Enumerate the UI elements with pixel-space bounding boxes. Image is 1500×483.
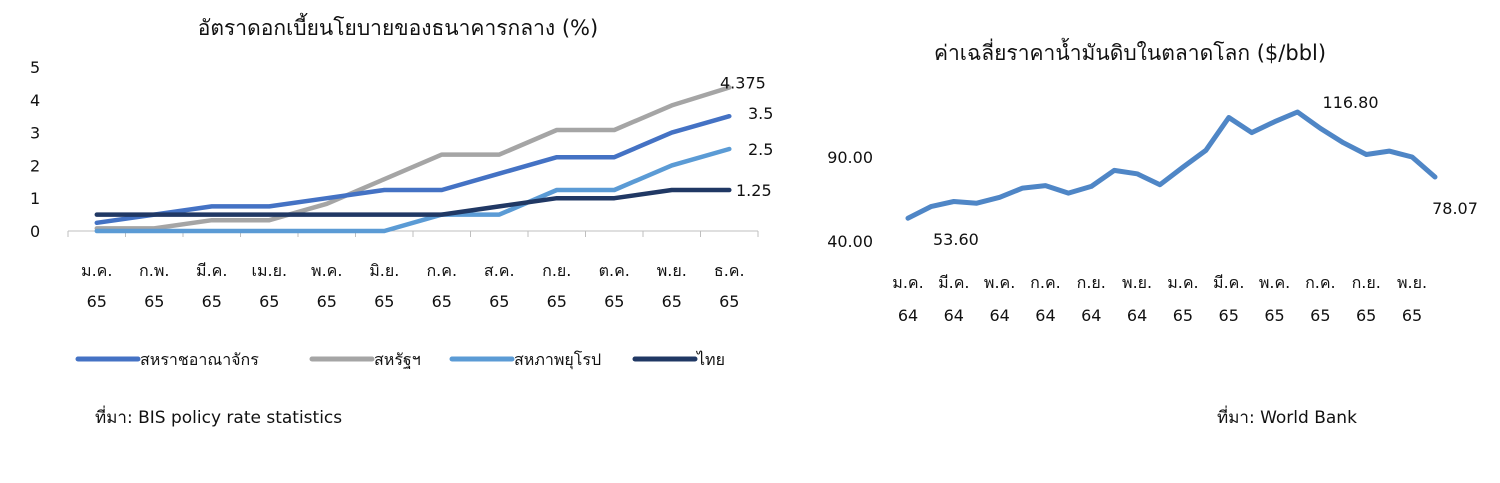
left-x-tick-label: ม.ค. bbox=[81, 261, 112, 280]
right-x-tick-year: 65 bbox=[1310, 306, 1330, 325]
left-legend-label-2: สหภาพยุโรป bbox=[514, 350, 601, 370]
right-x-tick-year: 65 bbox=[1402, 306, 1422, 325]
left-y-tick-label: 3 bbox=[30, 124, 40, 143]
left-end-label-1: 4.375 bbox=[720, 74, 766, 93]
right-data-label: 78.07 bbox=[1432, 199, 1478, 218]
left-x-tick-label: พ.ค. bbox=[311, 261, 342, 280]
oil-price-chart: ค่าเฉลี่ยราคาน้ำมันดิบในตลาดโลก ($/bbl) 4… bbox=[827, 38, 1478, 325]
left-legend-label-0: สหราชอาณาจักร bbox=[140, 350, 259, 369]
left-x-tick-label: เม.ย. bbox=[251, 261, 287, 280]
left-legend-label-1: สหรัฐฯ bbox=[374, 350, 421, 369]
right-source-note: ที่มา: World Bank bbox=[1217, 408, 1357, 428]
left-x-tick-label: มิ.ย. bbox=[369, 261, 399, 280]
left-x-tick-year: 65 bbox=[432, 292, 452, 311]
right-x-tick-year: 64 bbox=[898, 306, 918, 325]
left-x-tick-year: 65 bbox=[547, 292, 567, 311]
left-x-tick-year: 65 bbox=[259, 292, 279, 311]
right-x-tick-label: ก.ค. bbox=[1030, 273, 1061, 292]
left-x-tick-label: ส.ค. bbox=[484, 261, 515, 280]
left-x-tick-year: 65 bbox=[604, 292, 624, 311]
right-x-tick-year: 64 bbox=[1127, 306, 1147, 325]
right-x-tick-label: ก.ค. bbox=[1305, 273, 1336, 292]
left-end-label-0: 3.5 bbox=[748, 104, 773, 123]
right-x-tick-label: พ.ย. bbox=[1122, 273, 1152, 292]
right-x-tick-year: 65 bbox=[1264, 306, 1284, 325]
policy-rate-chart-panel: อัตราดอกเบี้ยนโยบายของธนาคารกลาง (%) 0 1 2 3… bbox=[30, 13, 773, 428]
right-x-tick-label: ก.ย. bbox=[1077, 273, 1106, 292]
left-series-line-2 bbox=[94, 146, 732, 234]
right-x-tick-year: 64 bbox=[1035, 306, 1055, 325]
left-source-note: ที่มา: BIS policy rate statistics bbox=[95, 408, 343, 428]
right-x-tick-label: มี.ค. bbox=[938, 273, 969, 292]
oil-price-chart-panel: ค่าเฉลี่ยราคาน้ำมันดิบในตลาดโลก ($/bbl) 4… bbox=[790, 0, 1500, 483]
right-x-tick-label: พ.ค. bbox=[984, 273, 1015, 292]
left-x-tick-label: ธ.ค. bbox=[714, 261, 745, 280]
left-series-line-1 bbox=[94, 85, 732, 231]
right-x-tick-label: มี.ค. bbox=[1213, 273, 1244, 292]
left-y-tick-label: 0 bbox=[30, 222, 40, 241]
right-x-tick-year: 65 bbox=[1219, 306, 1239, 325]
left-y-tick-label: 4 bbox=[30, 91, 40, 110]
left-end-label-2: 2.5 bbox=[748, 140, 773, 159]
left-legend-label-3: ไทย bbox=[695, 350, 725, 369]
left-y-tick-label: 2 bbox=[30, 156, 40, 175]
left-x-tick-year: 65 bbox=[317, 292, 337, 311]
left-y-tick-label: 1 bbox=[30, 189, 40, 208]
right-y-tick-label: 40.00 bbox=[827, 232, 873, 251]
right-data-label: 53.60 bbox=[933, 230, 979, 249]
right-x-tick-label: ก.ย. bbox=[1352, 273, 1381, 292]
right-x-tick-year: 64 bbox=[989, 306, 1009, 325]
right-x-tick-label: ม.ค. bbox=[892, 273, 923, 292]
right-x-tick-year: 64 bbox=[1081, 306, 1101, 325]
left-x-tick-year: 65 bbox=[662, 292, 682, 311]
right-x-tick-year: 65 bbox=[1356, 306, 1376, 325]
left-x-tick-year: 65 bbox=[374, 292, 394, 311]
left-x-tick-year: 65 bbox=[719, 292, 739, 311]
left-x-tick-label: ต.ค. bbox=[599, 261, 630, 280]
right-y-tick-label: 90.00 bbox=[827, 148, 873, 167]
left-series-line-3 bbox=[94, 187, 732, 217]
left-x-tick-label: พ.ย. bbox=[657, 261, 687, 280]
left-x-tick-year: 65 bbox=[202, 292, 222, 311]
left-x-tick-label: ก.ย. bbox=[542, 261, 571, 280]
right-x-tick-label: พ.ย. bbox=[1397, 273, 1427, 292]
right-chart-title: ค่าเฉลี่ยราคาน้ำมันดิบในตลาดโลก ($/bbl) bbox=[934, 38, 1326, 65]
right-x-tick-label: ม.ค. bbox=[1167, 273, 1198, 292]
left-series-line-0 bbox=[94, 113, 732, 226]
left-y-tick-label: 5 bbox=[30, 58, 40, 77]
right-x-tick-year: 64 bbox=[944, 306, 964, 325]
left-x-tick-year: 65 bbox=[489, 292, 509, 311]
left-x-tick-label: ก.พ. bbox=[139, 261, 169, 280]
left-end-label-3: 1.25 bbox=[736, 181, 772, 200]
right-x-tick-label: พ.ค. bbox=[1259, 273, 1290, 292]
left-x-tick-label: มี.ค. bbox=[196, 261, 227, 280]
left-x-tick-year: 65 bbox=[144, 292, 164, 311]
left-x-tick-year: 65 bbox=[87, 292, 107, 311]
right-x-tick-year: 65 bbox=[1173, 306, 1193, 325]
right-data-label: 116.80 bbox=[1323, 93, 1379, 112]
policy-rate-chart: อัตราดอกเบี้ยนโยบายของธนาคารกลาง (%) 0 1 2 3… bbox=[30, 13, 773, 370]
left-x-tick-label: ก.ค. bbox=[426, 261, 457, 280]
left-chart-title: อัตราดอกเบี้ยนโยบายของธนาคารกลาง (%) bbox=[198, 13, 598, 40]
right-series-line bbox=[905, 109, 1438, 221]
